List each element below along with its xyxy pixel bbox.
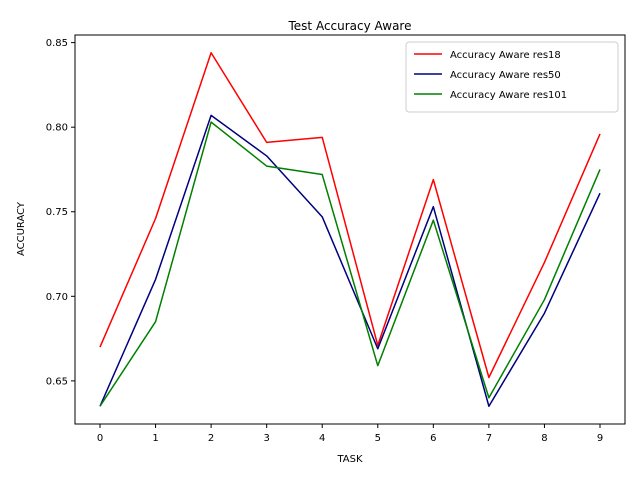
y-tick-label: 0.65 xyxy=(46,376,68,387)
x-tick-label: 3 xyxy=(263,433,269,444)
x-tick-label: 5 xyxy=(375,433,381,444)
legend-label-2: Accuracy Aware res101 xyxy=(450,90,567,101)
x-tick-label: 7 xyxy=(486,433,492,444)
y-tick-label: 0.75 xyxy=(46,207,68,218)
x-tick-label: 1 xyxy=(152,433,158,444)
plot-area-frame xyxy=(74,34,626,425)
x-tick-label: 6 xyxy=(430,433,436,444)
series-line-0 xyxy=(99,52,601,379)
y-tick-label: 0.80 xyxy=(46,123,68,134)
chart-title: Test Accuracy Aware xyxy=(288,19,412,33)
x-tick-label: 8 xyxy=(541,433,547,444)
y-axis-ticks: 0.65 0.70 0.75 0.80 0.85 xyxy=(46,38,75,387)
legend-box xyxy=(405,41,619,113)
legend-label-0: Accuracy Aware res18 xyxy=(450,50,561,61)
legend-label-1: Accuracy Aware res50 xyxy=(450,70,561,81)
x-tick-label: 2 xyxy=(208,433,214,444)
series-line-1 xyxy=(99,114,601,407)
x-tick-label: 0 xyxy=(97,433,103,444)
y-axis-label: ACCURACY xyxy=(16,201,27,256)
legend: Accuracy Aware res18 Accuracy Aware res50… xyxy=(405,41,619,113)
x-axis-ticks: 0 1 2 3 4 5 6 7 8 9 xyxy=(97,424,603,444)
x-axis-label: TASK xyxy=(336,454,363,465)
y-tick-label: 0.70 xyxy=(46,292,68,303)
series-line-2 xyxy=(99,121,601,407)
x-tick-label: 9 xyxy=(597,433,603,444)
series-layer xyxy=(99,52,601,407)
x-tick-label: 4 xyxy=(319,433,325,444)
y-tick-label: 0.85 xyxy=(46,38,68,49)
